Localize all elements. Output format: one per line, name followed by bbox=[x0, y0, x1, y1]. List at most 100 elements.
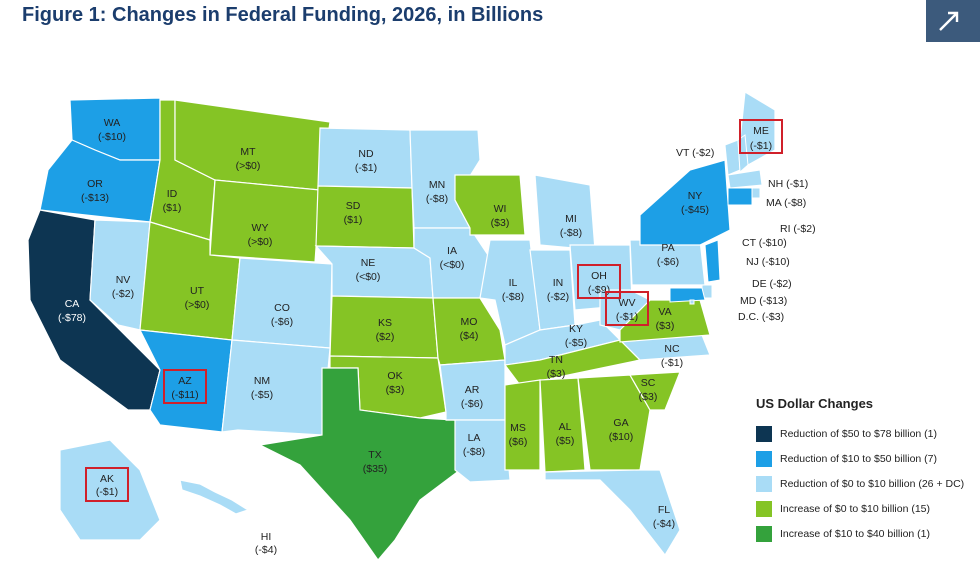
state-label-in: IN bbox=[553, 277, 564, 289]
legend-title: US Dollar Changes bbox=[756, 396, 874, 411]
legend-swatch bbox=[756, 500, 772, 517]
state-label-sc: SC bbox=[641, 377, 656, 389]
state-fl bbox=[544, 469, 681, 557]
state-value-wv: (-$1) bbox=[616, 311, 638, 323]
legend-label: Increase of $10 to $40 billion (1) bbox=[780, 527, 931, 540]
expand-button[interactable] bbox=[926, 0, 980, 42]
highlight-box-ak bbox=[85, 467, 129, 502]
state-value-mt: (>$0) bbox=[236, 160, 261, 172]
state-nj bbox=[704, 239, 721, 283]
state-value-ga: ($10) bbox=[609, 431, 634, 443]
state-label-mt: MT bbox=[240, 146, 256, 158]
state-value-ca: (-$78) bbox=[58, 312, 86, 324]
state-hi bbox=[179, 479, 250, 515]
expand-arrow-icon bbox=[939, 11, 959, 31]
state-value-me: (-$1) bbox=[750, 140, 772, 152]
state-label-ak: AK bbox=[100, 473, 114, 485]
state-value-pa: (-$6) bbox=[657, 256, 679, 268]
state-value-mo: ($4) bbox=[460, 330, 479, 342]
state-md bbox=[669, 287, 706, 303]
state-value-hi: (-$4) bbox=[255, 544, 277, 556]
state-value-in: (-$2) bbox=[547, 291, 569, 303]
state-label-fl: FL bbox=[658, 504, 670, 516]
state-label-ne: NE bbox=[361, 257, 376, 269]
state-label-sd: SD bbox=[346, 200, 361, 212]
highlight-box-wv bbox=[605, 291, 649, 326]
state-label-il: IL bbox=[509, 277, 518, 289]
state-ms bbox=[504, 379, 541, 471]
legend-label: Reduction of $50 to $78 billion (1) bbox=[780, 427, 938, 440]
state-label-oh: OH bbox=[591, 270, 607, 282]
state-value-ks: ($2) bbox=[376, 331, 395, 343]
callout-dc.: D.C. (-$3) bbox=[738, 311, 784, 323]
state-label-mi: MI bbox=[565, 213, 577, 225]
state-label-va: VA bbox=[658, 306, 671, 318]
state-value-mn: (-$8) bbox=[426, 193, 448, 205]
highlight-box-me bbox=[739, 119, 783, 154]
state-al bbox=[539, 377, 586, 473]
legend: US Dollar Changes Reduction of $50 to $7… bbox=[756, 396, 964, 546]
state-label-ks: KS bbox=[378, 317, 392, 329]
callout-ct: CT (-$10) bbox=[742, 237, 787, 249]
callout-md: MD (-$13) bbox=[740, 295, 787, 307]
legend-item: Reduction of $50 to $78 billion (1) bbox=[756, 421, 964, 446]
state-value-ak: (-$1) bbox=[96, 486, 118, 498]
state-label-mo: MO bbox=[461, 316, 478, 328]
state-value-nm: (-$5) bbox=[251, 389, 273, 401]
highlight-box-oh bbox=[577, 264, 621, 299]
state-label-id: ID bbox=[167, 188, 178, 200]
state-value-co: (-$6) bbox=[271, 316, 293, 328]
state-label-ms: MS bbox=[510, 422, 526, 434]
state-value-ok: ($3) bbox=[386, 384, 405, 396]
callout-vt: VT (-$2) bbox=[676, 147, 714, 159]
state-vt bbox=[724, 139, 741, 176]
legend-item: Reduction of $10 to $50 billion (7) bbox=[756, 446, 964, 471]
state-ny bbox=[639, 159, 731, 246]
figure-title: Figure 1: Changes in Federal Funding, 20… bbox=[22, 4, 544, 26]
state-label-wa: WA bbox=[104, 117, 121, 129]
state-label-tn: TN bbox=[549, 354, 563, 366]
state-wi bbox=[454, 174, 526, 236]
state-value-sc: ($3) bbox=[639, 391, 658, 403]
legend-label: Increase of $0 to $10 billion (15) bbox=[780, 502, 931, 515]
callout-ma: MA (-$8) bbox=[766, 197, 806, 209]
state-value-al: ($5) bbox=[556, 435, 575, 447]
legend-item: Increase of $10 to $40 billion (1) bbox=[756, 521, 964, 546]
state-label-mn: MN bbox=[429, 179, 445, 191]
state-value-tx: ($35) bbox=[363, 463, 388, 475]
legend-item: Increase of $0 to $10 billion (15) bbox=[756, 496, 964, 521]
state-label-ia: IA bbox=[447, 245, 457, 257]
state-label-ga: GA bbox=[613, 417, 628, 429]
state-label-co: CO bbox=[274, 302, 290, 314]
state-dc. bbox=[689, 299, 695, 305]
state-label-az: AZ bbox=[178, 375, 192, 387]
state-ct bbox=[727, 187, 753, 206]
state-value-wi: ($3) bbox=[491, 217, 510, 229]
state-value-fl: (-$4) bbox=[653, 518, 675, 530]
state-nv bbox=[89, 219, 151, 331]
state-value-ny: (-$45) bbox=[681, 204, 709, 216]
state-label-nc: NC bbox=[664, 343, 680, 355]
state-label-wv: WV bbox=[619, 297, 636, 309]
legend-label: Reduction of $10 to $50 billion (7) bbox=[780, 452, 938, 465]
state-label-ca: CA bbox=[65, 298, 80, 310]
state-label-tx: TX bbox=[368, 449, 381, 461]
state-value-tn: ($3) bbox=[547, 368, 566, 380]
state-label-ar: AR bbox=[465, 384, 480, 396]
state-value-la: (-$8) bbox=[463, 446, 485, 458]
state-label-la: LA bbox=[468, 432, 481, 444]
state-value-ms: ($6) bbox=[509, 436, 528, 448]
state-label-wi: WI bbox=[494, 203, 507, 215]
state-ak bbox=[59, 439, 161, 541]
state-value-wa: (-$10) bbox=[98, 131, 126, 143]
state-value-nc: (-$1) bbox=[661, 357, 683, 369]
legend-swatch bbox=[756, 450, 772, 467]
callout-nj: NJ (-$10) bbox=[746, 256, 790, 268]
state-tx bbox=[258, 367, 461, 561]
state-label-wy: WY bbox=[252, 222, 269, 234]
state-value-id: ($1) bbox=[163, 202, 182, 214]
state-value-or: (-$13) bbox=[81, 192, 109, 204]
state-label-nv: NV bbox=[116, 274, 131, 286]
state-label-hi: HI bbox=[261, 531, 272, 543]
